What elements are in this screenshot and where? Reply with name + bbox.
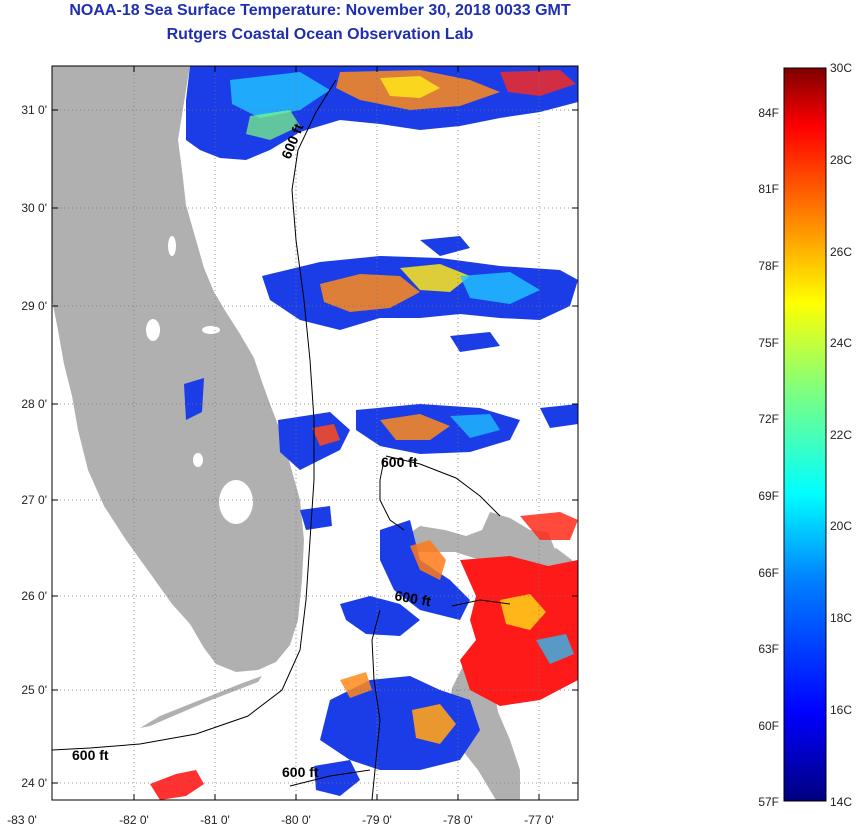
lat-label: 29 0' [21,299,47,313]
lat-label: 27 0' [21,493,47,507]
lat-label: 31 0' [21,103,47,117]
sst-cloud-free-patches [150,66,578,800]
lat-label: 28 0' [21,397,47,411]
latitude-labels: 31 0' 30 0' 29 0' 28 0' 27 0' 26 0' 25 0… [21,103,47,790]
contour-labels: 600 ft 600 ft 600 ft 600 ft 600 ft [72,121,433,780]
contour-label: 600 ft [381,454,418,470]
axis-ticks [52,66,578,800]
lake-3 [202,326,220,334]
lat-label: 25 0' [21,683,47,697]
contour-label: 600 ft [72,747,109,763]
lat-label: 24 0' [21,776,47,790]
lon-label: -81 0' [200,813,230,827]
map-content: 600 ft 600 ft 600 ft 600 ft 600 ft [52,66,578,800]
isobath-600ft [52,79,511,800]
contour-label: 600 ft [282,764,319,780]
lake-2 [193,453,203,467]
lon-label: -82 0' [119,813,149,827]
lake-1 [146,319,160,341]
lon-label: -79 0' [362,813,392,827]
lon-label: -83 0' [7,813,37,827]
lat-label: 30 0' [21,201,47,215]
longitude-labels: -83 0' -82 0' -81 0' -80 0' -79 0' -78 0… [7,813,554,827]
bahamas-andros [448,650,520,800]
lat-label: 26 0' [21,589,47,603]
florida-keys [140,676,262,728]
map-frame [51,65,579,801]
map-subtitle: Rutgers Coastal Ocean Observation Lab [166,26,474,43]
lake-okeechobee [219,480,253,524]
map-title: NOAA-18 Sea Surface Temperature: Novembe… [69,2,571,19]
lon-label: -80 0' [281,813,311,827]
lake-4 [168,236,176,256]
lon-label: -77 0' [524,813,554,827]
lon-label: -78 0' [443,813,473,827]
florida-landmass [52,66,304,672]
contour-label: 600 ft [393,587,432,609]
